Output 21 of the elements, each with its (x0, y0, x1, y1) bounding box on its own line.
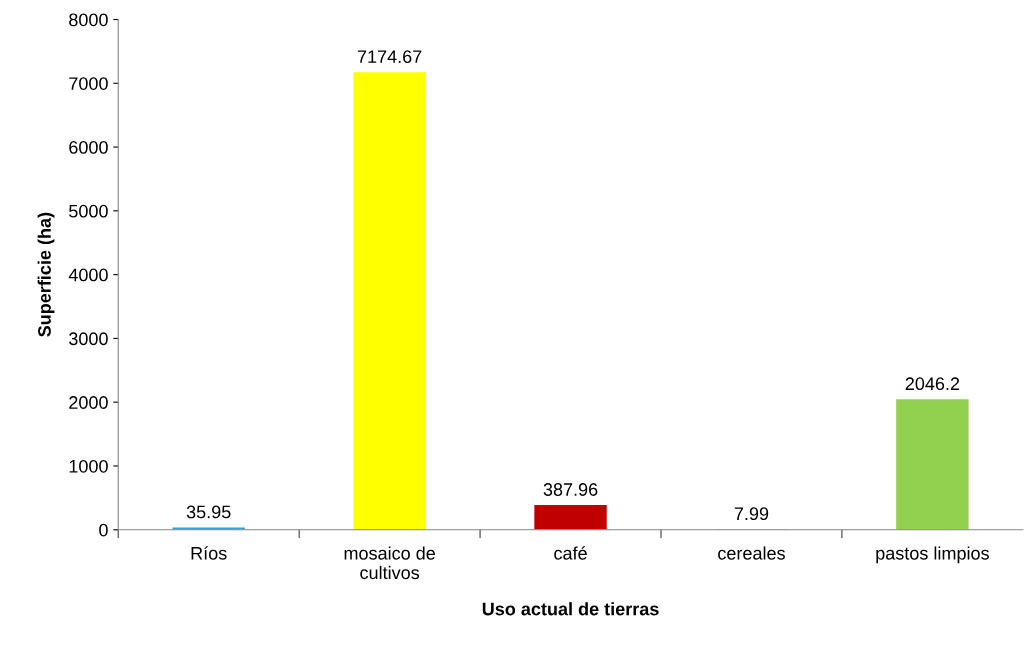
y-tick-label: 6000 (69, 141, 108, 154)
x-tick-label: café (554, 546, 587, 560)
x-tick-label: mosaico de cultivos (344, 546, 435, 580)
data-label: 387.96 (543, 483, 598, 496)
y-tick-label: 7000 (69, 77, 108, 90)
x-tick-label: pastos limpios (876, 546, 989, 564)
y-tick-label: 4000 (68, 268, 108, 282)
y-tick-label: 0 (99, 523, 108, 537)
y-tick-label: 1000 (69, 459, 108, 473)
y-tick-label: 8000 (69, 13, 108, 27)
y-axis-title: Superficie (ha) (37, 212, 55, 337)
data-label: 7174.67 (357, 50, 422, 64)
y-tick-label: 5000 (69, 204, 108, 218)
y-tick-label: 2000 (69, 396, 108, 409)
data-label: 7.99 (734, 507, 769, 521)
x-axis-title: Uso actual de tierras (482, 602, 659, 616)
x-tick-label: cereales (718, 546, 785, 560)
data-label: 35.95 (186, 505, 231, 519)
y-tick-label: 3000 (69, 332, 108, 346)
x-tick-label: Ríos (191, 546, 227, 560)
data-label: 2046.2 (905, 377, 960, 391)
